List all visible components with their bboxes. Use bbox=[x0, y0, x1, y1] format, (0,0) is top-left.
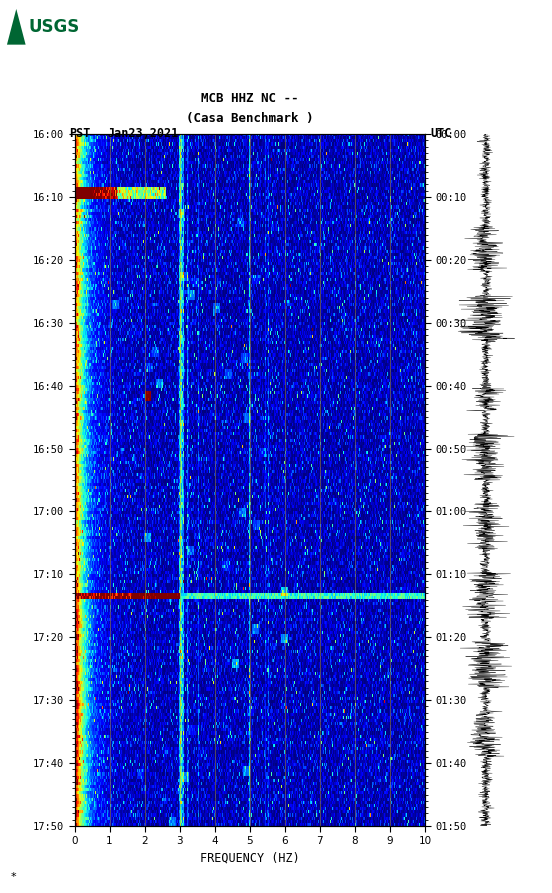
X-axis label: FREQUENCY (HZ): FREQUENCY (HZ) bbox=[200, 852, 300, 865]
Text: UTC: UTC bbox=[431, 127, 452, 140]
Text: USGS: USGS bbox=[29, 18, 79, 36]
Text: Jan23,2021: Jan23,2021 bbox=[108, 127, 179, 140]
Text: (Casa Benchmark ): (Casa Benchmark ) bbox=[186, 112, 314, 125]
Text: *: * bbox=[11, 872, 17, 881]
Polygon shape bbox=[7, 9, 25, 45]
Text: PST: PST bbox=[69, 127, 91, 140]
Text: MCB HHZ NC --: MCB HHZ NC -- bbox=[201, 92, 299, 105]
